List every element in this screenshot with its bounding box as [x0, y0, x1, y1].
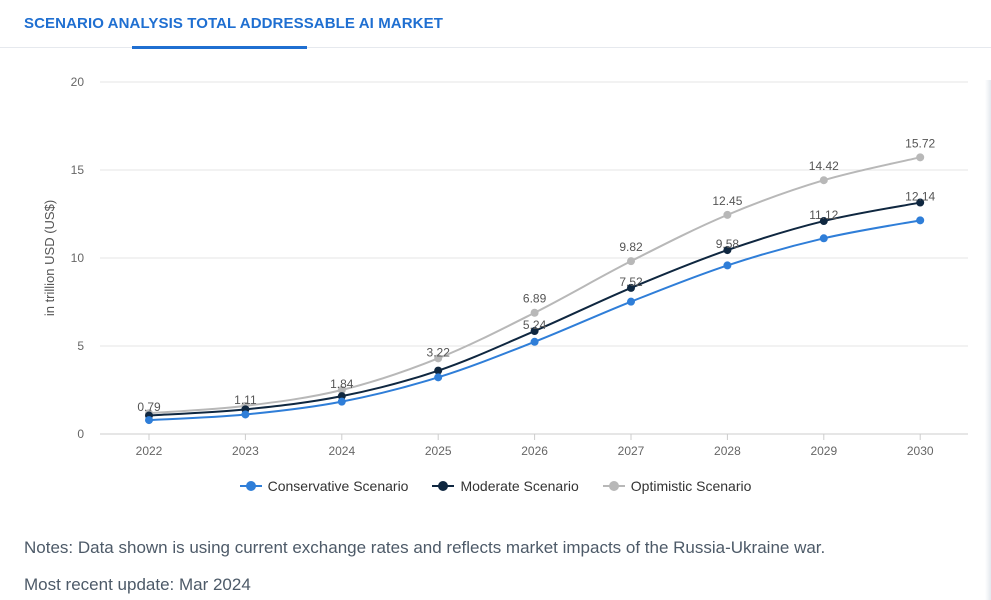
x-tick-label: 2028 [714, 444, 741, 458]
x-tick-label: 2030 [907, 444, 934, 458]
data-point-moderate-scenario [723, 246, 732, 255]
data-label-optimistic-scenario: 15.72 [905, 136, 935, 150]
data-point-moderate-scenario [627, 283, 635, 292]
data-point-moderate-scenario [819, 217, 828, 226]
legend-marker [432, 481, 455, 491]
data-label-optimistic-scenario: 14.42 [809, 159, 839, 173]
y-tick-label: 5 [77, 339, 84, 353]
legend-label: Moderate Scenario [460, 478, 579, 494]
data-point-conservative-scenario [145, 416, 153, 425]
data-label-optimistic-scenario: 6.89 [523, 292, 547, 306]
data-point-conservative-scenario [916, 216, 925, 225]
legend-marker-dot [608, 481, 619, 491]
chart-title-tab[interactable]: SCENARIO ANALYSIS TOTAL ADDRESSABLE AI M… [24, 15, 443, 32]
legend-marker-dot [438, 481, 449, 491]
data-point-conservative-scenario [627, 297, 635, 306]
chart-notes: Notes: Data shown is using current excha… [24, 538, 826, 557]
data-label-conservative-scenario: 5.24 [523, 318, 547, 332]
data-label-conservative-scenario: 3.22 [427, 345, 451, 359]
x-tick-label: 2027 [618, 444, 645, 458]
legend-item-conservative-scenario[interactable]: Conservative Scenario [239, 478, 409, 494]
y-tick-label: 0 [77, 427, 84, 441]
y-tick-label: 20 [71, 75, 85, 89]
data-point-conservative-scenario [530, 337, 539, 346]
x-tick-label: 2024 [328, 444, 355, 458]
x-tick-label: 2029 [810, 444, 837, 458]
legend-marker-dot [245, 481, 256, 491]
y-tick-label: 10 [71, 251, 85, 265]
data-label-conservative-scenario: 12.14 [905, 190, 935, 204]
side-panel-edge [985, 80, 991, 600]
x-tick-label: 2022 [136, 444, 163, 458]
y-axis-title: in trillion USD (US$) [42, 200, 57, 316]
y-tick-label: 15 [71, 163, 85, 177]
series-line-optimistic-scenario [148, 156, 921, 415]
chart-legend: Conservative Scenario Moderate Scenario Op… [0, 478, 991, 494]
data-point-optimistic-scenario [434, 354, 443, 363]
x-tick-label: 2025 [425, 444, 452, 458]
data-point-conservative-scenario [723, 261, 732, 270]
data-point-optimistic-scenario [337, 386, 346, 394]
data-label-conservative-scenario: 11.12 [809, 208, 838, 222]
x-tick-label: 2023 [232, 444, 259, 458]
data-point-conservative-scenario [241, 410, 250, 419]
last-update: Most recent update: Mar 2024 [24, 575, 251, 594]
data-point-optimistic-scenario [916, 153, 925, 162]
active-tab-underline [132, 46, 307, 49]
data-point-optimistic-scenario [627, 257, 635, 266]
data-point-conservative-scenario [434, 373, 443, 382]
data-point-optimistic-scenario [819, 176, 828, 185]
data-label-optimistic-scenario: 12.45 [712, 194, 742, 208]
tab-bar: SCENARIO ANALYSIS TOTAL ADDRESSABLE AI M… [0, 0, 991, 49]
legend-item-optimistic-scenario[interactable]: Optimistic Scenario [602, 478, 752, 494]
data-point-moderate-scenario [434, 366, 443, 375]
legend-marker [239, 481, 262, 491]
data-point-conservative-scenario [819, 234, 828, 243]
data-label-conservative-scenario: 9.58 [716, 237, 740, 251]
data-label-conservative-scenario: 0.79 [137, 400, 161, 414]
data-label-optimistic-scenario: 9.82 [619, 240, 643, 254]
data-label-conservative-scenario: 1.84 [330, 377, 354, 391]
data-point-optimistic-scenario [723, 210, 732, 219]
data-point-moderate-scenario [916, 198, 925, 207]
data-label-conservative-scenario: 1.11 [234, 393, 257, 407]
line-chart: 0 5 10 15 20 2022 2023 2024 2025 2026 2027 2028 2029… [42, 75, 968, 458]
legend-label: Conservative Scenario [267, 478, 409, 494]
legend-marker [602, 481, 625, 491]
legend-item-moderate-scenario[interactable]: Moderate Scenario [432, 478, 579, 494]
x-tick-label: 2026 [521, 444, 548, 458]
data-point-conservative-scenario [337, 397, 346, 406]
data-point-moderate-scenario [530, 327, 539, 336]
data-label-conservative-scenario: 7.52 [619, 275, 643, 289]
legend-label: Optimistic Scenario [630, 478, 752, 494]
data-point-optimistic-scenario [530, 308, 539, 317]
